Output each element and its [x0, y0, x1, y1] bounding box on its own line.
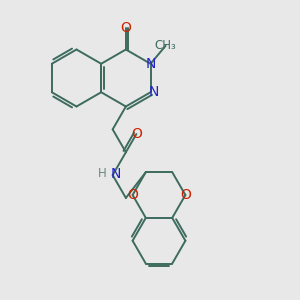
Text: H: H [98, 167, 106, 180]
Text: N: N [111, 167, 122, 181]
Text: O: O [180, 188, 191, 202]
Text: O: O [131, 127, 142, 141]
Text: N: N [146, 57, 156, 71]
Text: CH₃: CH₃ [155, 39, 176, 52]
Text: O: O [127, 188, 138, 202]
Text: N: N [149, 85, 159, 99]
Text: O: O [120, 21, 131, 35]
